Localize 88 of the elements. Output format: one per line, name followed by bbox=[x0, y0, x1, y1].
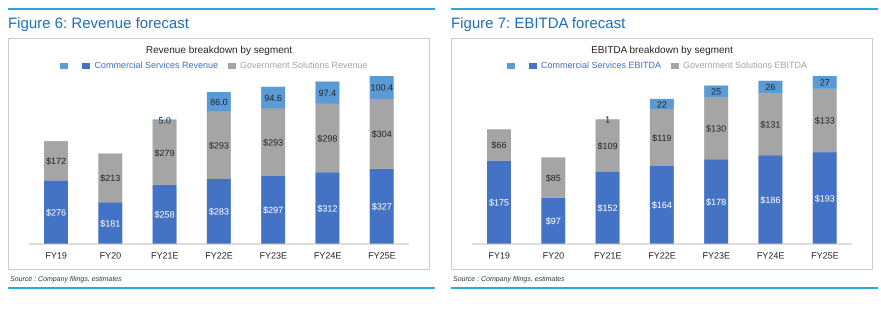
bar bbox=[98, 154, 122, 202]
legend-label: Government Solutions EBITDA bbox=[682, 60, 808, 70]
data-label: 86.0 bbox=[210, 97, 228, 108]
data-label: 97.4 bbox=[318, 88, 336, 98]
x-tick-label: FY22E bbox=[648, 250, 676, 260]
bar bbox=[704, 97, 728, 160]
data-label: $109 bbox=[598, 140, 618, 151]
data-label: 100.4 bbox=[370, 82, 393, 93]
legend-label: Commercial Services Revenue bbox=[94, 60, 218, 70]
data-label: $283 bbox=[208, 206, 229, 217]
bar bbox=[315, 82, 340, 104]
data-label: $312 bbox=[317, 203, 338, 214]
data-label: $85 bbox=[546, 172, 561, 183]
x-tick-label: FY22E bbox=[205, 250, 233, 260]
data-label: 25 bbox=[711, 86, 722, 97]
bar bbox=[758, 155, 782, 244]
data-label: $133 bbox=[814, 116, 835, 126]
bar bbox=[206, 178, 231, 244]
x-tick-label: FY20 bbox=[100, 250, 122, 260]
data-label: $172 bbox=[46, 156, 66, 166]
bar bbox=[487, 160, 511, 244]
data-label: $66 bbox=[491, 140, 507, 150]
x-tick-label: FY25E bbox=[811, 250, 839, 260]
bar bbox=[487, 129, 511, 161]
bar bbox=[650, 109, 674, 166]
data-label: $304 bbox=[372, 129, 392, 140]
x-tick-label: FY21E bbox=[594, 250, 622, 260]
x-tick-label: FY23E bbox=[260, 250, 288, 260]
bar bbox=[541, 198, 566, 244]
data-label: $297 bbox=[263, 205, 284, 216]
data-label: $130 bbox=[706, 124, 726, 134]
bar bbox=[98, 202, 122, 244]
bar bbox=[261, 108, 286, 176]
bar bbox=[315, 172, 340, 244]
bar bbox=[704, 159, 728, 244]
data-label: $131 bbox=[760, 120, 780, 130]
data-label: $293 bbox=[208, 140, 229, 151]
bar bbox=[206, 112, 231, 179]
data-label: $175 bbox=[488, 198, 510, 208]
x-tick-label: FY24E bbox=[756, 250, 784, 260]
data-label: 22 bbox=[656, 99, 667, 110]
chart-title: Figure 7: EBITDA forecast bbox=[451, 8, 878, 38]
data-label: $178 bbox=[706, 196, 726, 207]
bar bbox=[812, 88, 837, 152]
data-label: $293 bbox=[263, 137, 284, 148]
bar bbox=[541, 157, 566, 198]
data-label: $181 bbox=[100, 218, 120, 228]
legend-label: Government Solutions Revenue bbox=[240, 60, 368, 70]
legend-label: Commercial Services EBITDA bbox=[540, 60, 661, 70]
x-tick-label: FY19 bbox=[45, 250, 67, 260]
data-label: $258 bbox=[154, 210, 175, 220]
data-label: $327 bbox=[372, 202, 392, 212]
bar bbox=[812, 152, 837, 244]
data-label: $193 bbox=[814, 193, 835, 204]
x-tick-label: FY19 bbox=[488, 250, 510, 260]
data-label: $279 bbox=[154, 148, 175, 158]
bar bbox=[261, 176, 286, 244]
x-tick-label: FY24E bbox=[314, 250, 342, 260]
data-label: 5.0 bbox=[158, 115, 171, 126]
chart-title: Figure 6: Revenue forecast bbox=[8, 8, 435, 38]
x-tick-label: FY21E bbox=[150, 250, 178, 260]
data-label: 26 bbox=[765, 82, 776, 92]
data-label: $213 bbox=[100, 173, 120, 184]
data-label: 94.6 bbox=[264, 92, 282, 103]
x-tick-label: FY20 bbox=[542, 250, 564, 260]
bar bbox=[44, 141, 68, 181]
bar bbox=[44, 180, 68, 244]
data-label: $298 bbox=[317, 133, 338, 144]
bar bbox=[370, 168, 394, 244]
bar bbox=[315, 104, 340, 172]
data-label: $152 bbox=[598, 203, 618, 214]
bar bbox=[812, 76, 837, 89]
x-tick-label: FY25E bbox=[368, 250, 396, 260]
bar bbox=[596, 172, 620, 244]
x-tick-label: FY23E bbox=[702, 250, 730, 260]
data-label: $97 bbox=[546, 216, 561, 226]
bar bbox=[261, 86, 286, 108]
chart-subtitle: Revenue breakdown by segment bbox=[144, 45, 294, 56]
data-label: 27 bbox=[820, 78, 830, 88]
bar bbox=[370, 99, 394, 169]
chart-subtitle: EBITDA breakdown by segment bbox=[590, 45, 734, 56]
bar bbox=[650, 166, 674, 244]
bar bbox=[152, 184, 177, 244]
data-label: $119 bbox=[652, 132, 672, 143]
data-label: $164 bbox=[652, 200, 672, 210]
data-label: $186 bbox=[760, 194, 780, 205]
bar bbox=[758, 93, 782, 156]
data-label: $276 bbox=[46, 207, 66, 218]
